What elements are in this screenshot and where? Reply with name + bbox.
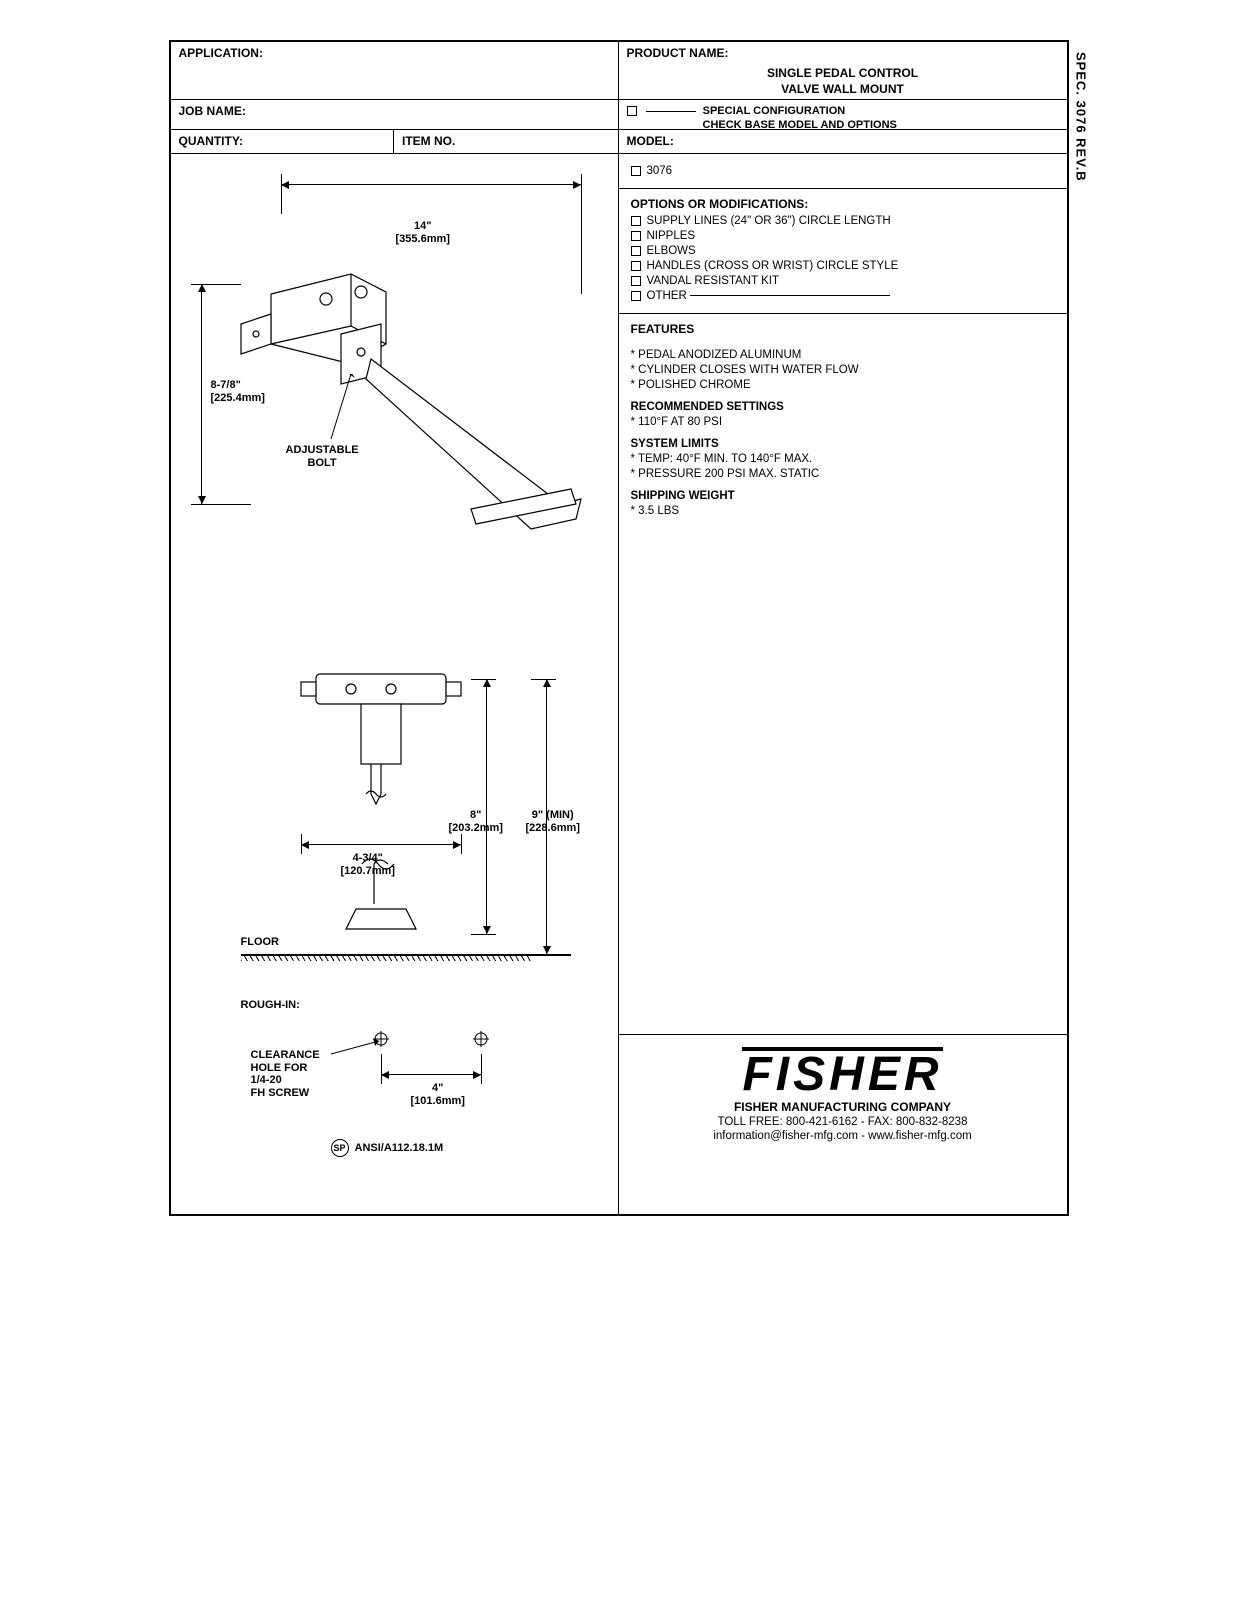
dim-4 xyxy=(381,1074,481,1075)
sys-1: * PRESSURE 200 PSI MAX. STATIC xyxy=(631,468,1055,480)
dim-434-text: 4-3/4"[120.7mm] xyxy=(341,852,395,878)
rough-in-label: ROUGH-IN: xyxy=(241,999,300,1012)
spcfg-line1: SPECIAL CONFIGURATION xyxy=(703,105,846,117)
item-no-label: ITEM NO. xyxy=(394,130,618,153)
feat-2: * POLISHED CHROME xyxy=(631,379,1055,391)
clearance-label: CLEARANCE HOLE FOR 1/4-20 FH SCREW xyxy=(251,1049,320,1100)
spec-sheet: SPEC. 3076 REV.B APPLICATION: PRODUCT NA… xyxy=(169,40,1069,1216)
sys-head: SYSTEM LIMITS xyxy=(631,438,1055,450)
opt-4: VANDAL RESISTANT KIT xyxy=(647,275,780,287)
blank-line xyxy=(646,111,696,112)
checkbox-icon[interactable] xyxy=(631,216,641,226)
checkbox-icon[interactable] xyxy=(631,291,641,301)
floor-label: FLOOR xyxy=(241,936,280,949)
dim-434 xyxy=(301,844,461,845)
floor-hatch xyxy=(241,955,531,961)
dim-14-text: 14"[355.6mm] xyxy=(396,220,450,246)
dim-8 xyxy=(486,679,487,934)
checkbox-icon[interactable] xyxy=(631,261,641,271)
main-area: 14"[355.6mm] 8-7/8"[225.4mm] xyxy=(171,154,1067,1214)
cert-badge-icon: SP xyxy=(331,1139,349,1157)
feat-0: * PEDAL ANODIZED ALUMINUM xyxy=(631,349,1055,361)
job-name-label: JOB NAME: xyxy=(179,104,246,118)
ship-0: * 3.5 LBS xyxy=(631,505,1055,517)
application-label: APPLICATION: xyxy=(179,46,263,60)
checkbox-icon[interactable] xyxy=(631,276,641,286)
opt-1: NIPPLES xyxy=(647,230,696,242)
dim-9-text: 9" (MIN)[228.6mm] xyxy=(526,809,580,835)
product-name-cell: PRODUCT NAME: SINGLE PEDAL CONTROL VALVE… xyxy=(619,42,1067,99)
leader-line xyxy=(321,374,371,444)
fisher-logo: FISHER xyxy=(742,1047,942,1096)
company-full: FISHER MANUFACTURING COMPANY xyxy=(631,1100,1055,1114)
ship-head: SHIPPING WEIGHT xyxy=(631,490,1055,502)
options-label: OPTIONS OR MODIFICATIONS: xyxy=(631,197,1055,211)
company-phone: TOLL FREE: 800-421-6162 - FAX: 800-832-8… xyxy=(631,1116,1055,1128)
opt-2: ELBOWS xyxy=(647,245,696,257)
cert-row: SP ANSI/A112.18.1M xyxy=(331,1139,444,1157)
rec-head: RECOMMENDED SETTINGS xyxy=(631,401,1055,413)
special-config-cell: SPECIAL CONFIGURATION CHECK BASE MODEL A… xyxy=(619,100,1067,129)
product-name-label: PRODUCT NAME: xyxy=(627,46,1059,60)
product-line2: VALVE WALL MOUNT xyxy=(627,82,1059,98)
job-name-cell: JOB NAME: xyxy=(171,100,619,129)
model-section: 3076 xyxy=(619,154,1067,189)
rough-in-holes xyxy=(371,1029,511,1069)
company-email: information@fisher-mfg.com - www.fisher-… xyxy=(631,1130,1055,1142)
feat-1: * CYLINDER CLOSES WITH WATER FLOW xyxy=(631,364,1055,376)
application-cell: APPLICATION: xyxy=(171,42,619,99)
product-line1: SINGLE PEDAL CONTROL xyxy=(627,66,1059,82)
blank-line xyxy=(690,295,890,296)
checkbox-icon[interactable] xyxy=(631,231,641,241)
dim-8-text: 8"[203.2mm] xyxy=(449,809,503,835)
dim-878 xyxy=(201,284,202,504)
opt-0: SUPPLY LINES (24" OR 36") CIRCLE LENGTH xyxy=(647,215,891,227)
checkbox-icon[interactable] xyxy=(631,246,641,256)
adj-bolt-label: ADJUSTABLEBOLT xyxy=(286,444,359,470)
cert-text: ANSI/A112.18.1M xyxy=(355,1142,444,1154)
quantity-label: QUANTITY: xyxy=(171,130,395,153)
model-label: MODEL: xyxy=(627,134,674,148)
drawing-column: 14"[355.6mm] 8-7/8"[225.4mm] xyxy=(171,154,619,1214)
dim-4-text: 4"[101.6mm] xyxy=(411,1082,465,1108)
info-column: 3076 OPTIONS OR MODIFICATIONS: SUPPLY LI… xyxy=(619,154,1067,1214)
model-cell: MODEL: xyxy=(619,130,1067,153)
row-qty-model: QUANTITY: ITEM NO. MODEL: xyxy=(171,130,1067,154)
model-value: 3076 xyxy=(647,165,673,177)
rec-0: * 110°F AT 80 PSI xyxy=(631,416,1055,428)
clearance-leader xyxy=(331,1039,386,1059)
options-section: OPTIONS OR MODIFICATIONS: SUPPLY LINES (… xyxy=(619,189,1067,314)
spec-rev: SPEC. 3076 REV.B xyxy=(1074,52,1089,182)
features-section: FEATURES * PEDAL ANODIZED ALUMINUM * CYL… xyxy=(619,314,1067,1034)
qty-item-cell: QUANTITY: ITEM NO. xyxy=(171,130,619,153)
logo-box: FISHER FISHER MANUFACTURING COMPANY TOLL… xyxy=(619,1034,1067,1154)
pedal-front-view xyxy=(296,664,496,944)
features-label: FEATURES xyxy=(631,322,1055,336)
opt-3: HANDLES (CROSS OR WRIST) CIRCLE STYLE xyxy=(647,260,899,272)
checkbox-icon[interactable] xyxy=(631,166,641,176)
row-job-spcfg: JOB NAME: SPECIAL CONFIGURATION CHECK BA… xyxy=(171,100,1067,130)
dim-14 xyxy=(281,184,581,185)
checkbox-icon[interactable] xyxy=(627,106,637,116)
sys-0: * TEMP: 40°F MIN. TO 140°F MAX. xyxy=(631,453,1055,465)
row-app-product: APPLICATION: PRODUCT NAME: SINGLE PEDAL … xyxy=(171,42,1067,100)
opt-5: OTHER xyxy=(647,290,687,302)
pedal-iso-view xyxy=(231,264,591,564)
